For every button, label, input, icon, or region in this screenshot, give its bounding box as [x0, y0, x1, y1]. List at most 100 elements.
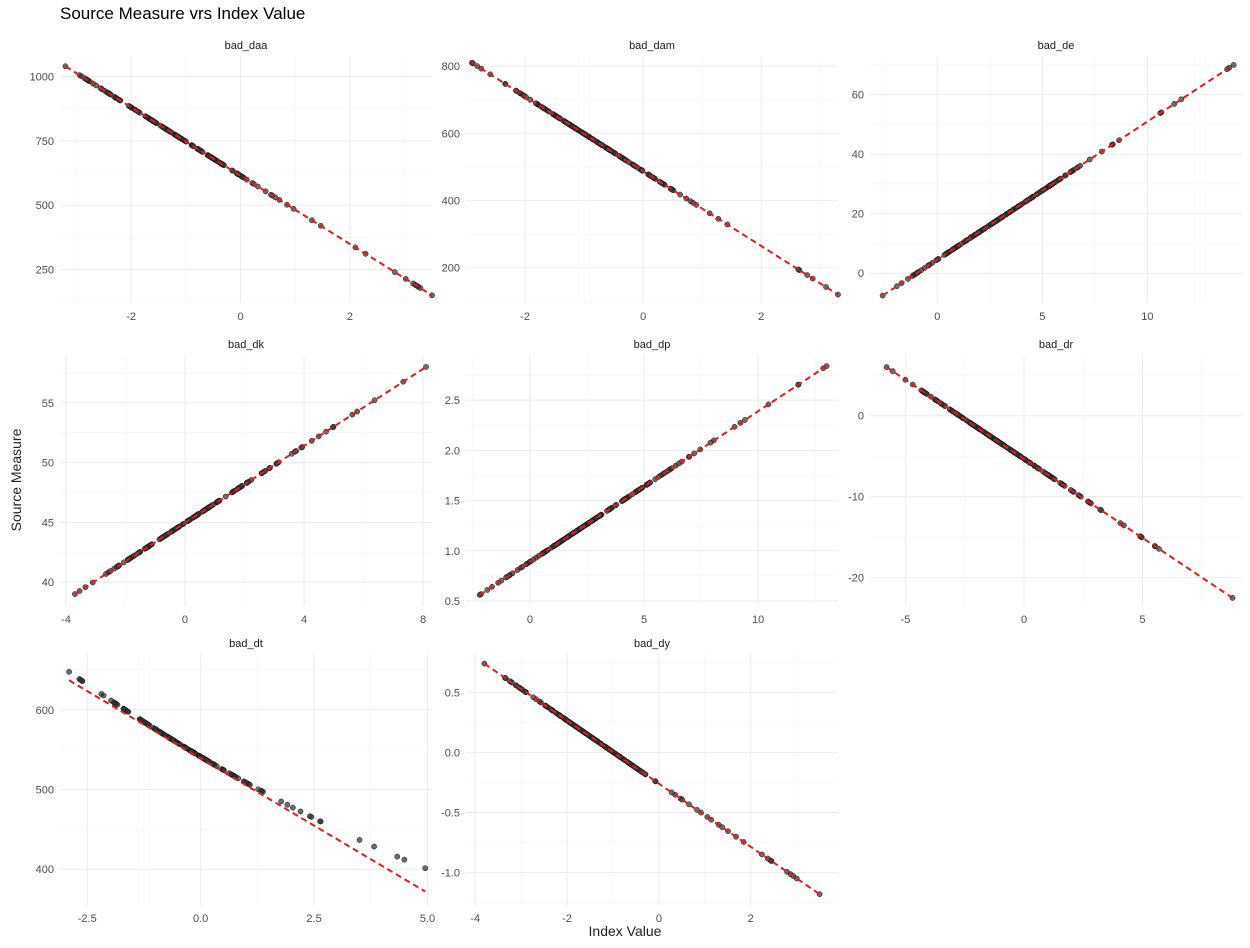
x-tick-label: 2 — [758, 311, 764, 323]
data-point — [1098, 507, 1105, 514]
data-point — [297, 808, 304, 815]
data-point — [124, 708, 131, 715]
x-tick-label: 10 — [752, 614, 764, 626]
x-tick-label: 5 — [1139, 614, 1145, 626]
y-tick-label: 500 — [36, 784, 54, 796]
facet-bad_dy: -4 -2 0 2 -1.0 -0.5 0.0 0.5 bad_dy — [441, 638, 838, 925]
facet-label: bad_dr — [1039, 339, 1074, 351]
data-point — [1230, 62, 1237, 68]
data-point — [284, 801, 291, 808]
x-tick-label: 2.5 — [306, 913, 321, 925]
y-tick-label: 55 — [42, 398, 54, 410]
facet-label: bad_dy — [634, 638, 671, 650]
data-point — [278, 798, 284, 805]
data-point — [1040, 468, 1046, 475]
facet-bad_de: 0 5 10 0 20 40 60 bad_de — [852, 40, 1242, 323]
data-point — [77, 676, 84, 683]
x-tick-label: 5 — [641, 614, 647, 626]
data-point — [394, 853, 401, 860]
facet-label: bad_dk — [228, 339, 265, 351]
data-point — [694, 807, 700, 813]
data-point — [422, 865, 429, 872]
y-tick-label: 500 — [36, 200, 54, 212]
y-tick-label: 45 — [42, 517, 54, 529]
data-point — [371, 843, 377, 850]
data-point — [558, 538, 565, 544]
x-tick-label: 5.0 — [420, 913, 435, 925]
y-tick-label: -0.5 — [441, 808, 460, 820]
y-tick-label: 60 — [852, 90, 864, 102]
data-point — [152, 726, 159, 732]
data-point — [423, 364, 429, 370]
y-tick-label: 1.0 — [445, 546, 460, 558]
x-tick-label: 8 — [420, 614, 426, 626]
facet-label: bad_daa — [225, 40, 269, 52]
y-tick-label: 250 — [36, 265, 54, 277]
y-tick-label: 0.5 — [445, 596, 460, 608]
y-tick-label: 40 — [852, 149, 864, 161]
y-tick-label: 2.0 — [445, 445, 460, 457]
y-tick-label: 400 — [442, 196, 460, 208]
x-tick-label: 2 — [748, 913, 754, 925]
x-tick-label: -2 — [562, 913, 572, 925]
chart-title: Source Measure vrs Index Value — [60, 4, 306, 23]
data-point — [356, 837, 363, 843]
data-point — [401, 856, 408, 863]
y-tick-label: 1000 — [30, 72, 54, 84]
x-tick-label: 0 — [237, 311, 243, 323]
x-tick-label: -4 — [61, 614, 71, 626]
y-tick-label: 0.0 — [445, 747, 460, 759]
facet-bad_dt: -2.5 0.0 2.5 5.0 400 500 600 bad_dt — [36, 638, 435, 925]
y-tick-label: 1.5 — [445, 496, 460, 508]
data-point — [965, 418, 971, 425]
x-tick-label: 0 — [640, 311, 646, 323]
facet-label: bad_dam — [629, 40, 675, 52]
y-tick-label: -1.0 — [441, 868, 460, 880]
points-bad_dt — [66, 668, 429, 872]
x-tick-label: -5 — [901, 614, 911, 626]
facet-label: bad_dt — [229, 638, 263, 650]
facet-bad_dp: 0 5 10 0.5 1.0 1.5 2.0 2.5 bad_dp — [445, 339, 838, 626]
y-tick-label: 200 — [442, 263, 460, 275]
x-tick-label: 0 — [527, 614, 533, 626]
y-tick-label: 800 — [442, 61, 460, 73]
facet-label: bad_dp — [634, 339, 671, 351]
x-tick-label: -2 — [126, 311, 136, 323]
y-tick-label: 400 — [36, 864, 54, 876]
x-tick-label: 10 — [1141, 311, 1153, 323]
y-tick-label: 50 — [42, 458, 54, 470]
y-tick-label: 750 — [36, 136, 54, 148]
data-point — [317, 818, 324, 825]
data-point — [308, 814, 315, 820]
facet-bad_dam: -2 0 2 200 400 600 800 bad_dam — [442, 40, 841, 323]
y-tick-label: 20 — [852, 209, 864, 221]
fit-line — [483, 662, 821, 896]
data-point — [120, 705, 127, 712]
y-tick-label: 0 — [858, 411, 864, 423]
y-tick-label: 600 — [36, 705, 54, 717]
facet-bad_dk: -4 0 4 8 40 45 50 55 bad_dk — [42, 339, 432, 626]
x-tick-label: 0 — [1021, 614, 1027, 626]
x-axis-label: Index Value — [588, 923, 662, 939]
data-point — [290, 804, 296, 811]
x-tick-label: 0 — [934, 311, 940, 323]
x-tick-label: 4 — [301, 614, 307, 626]
fit-line — [64, 65, 433, 297]
y-tick-label: 0 — [858, 268, 864, 280]
x-tick-label: -2 — [520, 311, 530, 323]
y-tick-label: 600 — [442, 128, 460, 140]
x-tick-label: -2.5 — [78, 913, 97, 925]
fit-line — [471, 61, 839, 296]
facet-bad_daa: -2 0 2 250 500 750 1000 bad_daa — [30, 40, 435, 323]
y-tick-label: -10 — [848, 492, 864, 504]
x-tick-label: 0 — [656, 913, 662, 925]
data-point — [66, 668, 72, 675]
x-tick-label: -4 — [470, 913, 480, 925]
facet-bad_dr: -5 0 5 -20 -10 0 bad_dr — [848, 339, 1242, 626]
y-tick-label: 40 — [42, 577, 54, 589]
y-tick-label: -20 — [848, 573, 864, 585]
fit-line — [68, 679, 426, 893]
y-tick-label: 0.5 — [445, 687, 460, 699]
data-point — [111, 699, 117, 706]
